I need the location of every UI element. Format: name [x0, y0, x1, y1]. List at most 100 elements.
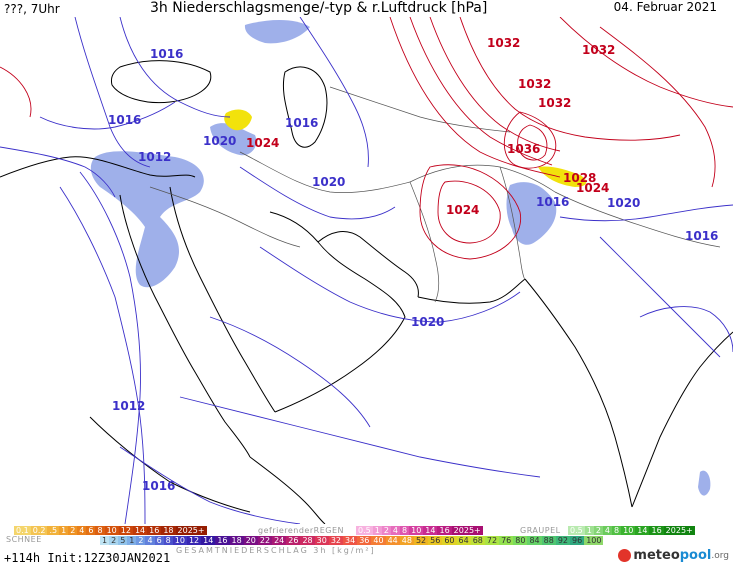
- isobar-label: 1016: [142, 479, 175, 493]
- scale-value: 4: [390, 526, 401, 535]
- rain-area-pakistan: [506, 182, 557, 245]
- scale-value: 80: [513, 536, 528, 545]
- scale-value: 14: [423, 526, 438, 535]
- scale-value: 30: [314, 536, 329, 545]
- isobars-low: [0, 17, 733, 524]
- snow-scale: 0.1 0.2 .5 1 2 4 6 8 10 12 14 16 18 2025…: [14, 526, 207, 535]
- isobar-label: 1016: [108, 113, 141, 127]
- caspian-sea: [282, 66, 328, 148]
- scale-value: .5: [47, 526, 60, 535]
- scale-value: 20: [243, 536, 258, 545]
- snow-area-caucasus: [224, 109, 252, 131]
- low-pressure-labels: 1016 1016 1016 1012 1020 1020 1016 1020 …: [108, 47, 718, 493]
- scale-value: 72: [484, 536, 500, 545]
- scale-value: 1: [100, 536, 110, 545]
- freezing-rain-label: gefrierenderREGEN: [258, 526, 344, 535]
- model-run: +114h Init:12Z30JAN2021: [4, 551, 171, 565]
- rain-area-caucasus: [244, 20, 310, 44]
- scale-value: 0.5: [568, 526, 585, 535]
- scale-value: 64: [456, 536, 471, 545]
- rain-areas: [90, 20, 711, 496]
- rain-area-levant: [90, 151, 204, 288]
- rain-area-india-south: [698, 470, 711, 496]
- iran-coast: [417, 278, 526, 304]
- isobar-label: 1032: [582, 43, 615, 57]
- scale-value: 6: [86, 526, 96, 535]
- isobar-label: 1024: [246, 136, 279, 150]
- india-east-coast: [631, 331, 733, 508]
- map-title: 3h Niederschlagsmenge/-typ & r.Luftdruck…: [150, 0, 488, 16]
- scale-value: 2: [109, 536, 119, 545]
- scale-value: 2: [136, 536, 146, 545]
- borders: [149, 86, 721, 303]
- scale-value: 4: [602, 526, 613, 535]
- arabian-peninsula: [269, 211, 406, 413]
- header: ???, 7Uhr 3h Niederschlagsmenge/-typ & r…: [0, 0, 733, 20]
- high-pressure-labels: 1032 1032 1032 1032 1036 1028 1024 1024 …: [246, 36, 615, 217]
- isobar-label: 1032: [518, 77, 551, 91]
- scale-value: 32: [328, 536, 343, 545]
- isobar-label: 1028: [563, 171, 596, 185]
- isobar-label: 1012: [138, 150, 171, 164]
- isobars-high: [0, 17, 733, 260]
- scale-value: 100: [584, 536, 604, 545]
- weekday-time: ???, 7Uhr: [4, 2, 60, 16]
- scale-value: 16: [649, 526, 664, 535]
- isobar-label: 1032: [487, 36, 520, 50]
- isobar-label: 1024: [446, 203, 479, 217]
- isobar-label: 1024: [576, 181, 609, 195]
- isobar-label: 1020: [607, 196, 640, 210]
- scale-value: 1: [372, 526, 382, 535]
- scale-value: 76: [499, 536, 514, 545]
- scale-value: 2025+: [175, 526, 207, 535]
- coastlines: [0, 60, 733, 524]
- scale-value: 2: [381, 526, 391, 535]
- scale-value: 36: [357, 536, 372, 545]
- scale-value: 8: [95, 526, 105, 535]
- scale-value: 28: [300, 536, 315, 545]
- isobar-label: 1016: [685, 229, 718, 243]
- persian-gulf: [317, 231, 419, 298]
- scale-value: 18: [229, 536, 244, 545]
- scale-value: 1: [584, 526, 594, 535]
- meteopool-logo[interactable]: meteo pool .org: [618, 548, 729, 563]
- scale-value: 92: [555, 536, 570, 545]
- scale-value: 10: [104, 526, 119, 535]
- scale-value: 1: [127, 536, 137, 545]
- scale-value: 2: [593, 526, 603, 535]
- scale-value: 4: [77, 526, 87, 535]
- scale-value: 4: [145, 536, 155, 545]
- scale-value: 2025+: [451, 526, 483, 535]
- scale-value: 10: [409, 526, 424, 535]
- africa-horn: [89, 416, 251, 513]
- isobar-label: 1020: [203, 134, 236, 148]
- snow-area-himalaya: [538, 166, 587, 187]
- scale-value: 56: [428, 536, 443, 545]
- scale-value: 84: [527, 536, 542, 545]
- snow-label: SCHNEE: [6, 535, 42, 544]
- scale-value: 68: [470, 536, 485, 545]
- graupel-label: GRAUPEL: [520, 526, 561, 535]
- scale-value: 96: [570, 536, 585, 545]
- scale-value: 60: [442, 536, 457, 545]
- scale-value: 34: [343, 536, 358, 545]
- scale-value: 16: [215, 536, 230, 545]
- scale-value: 18: [161, 526, 176, 535]
- scale-value: 16: [437, 526, 452, 535]
- scale-value: 0.1: [14, 526, 31, 535]
- logo-org: .org: [711, 550, 729, 561]
- scale-value: 26: [286, 536, 301, 545]
- graupel-scale: 0.5 1 2 4 8 10 14 16 2025+: [568, 526, 695, 535]
- scale-value: 0.2: [30, 526, 48, 535]
- total-precip-label: GESAMTNIEDERSCHLAG 3h [kg/m²]: [176, 546, 376, 555]
- scale-value: 24: [272, 536, 287, 545]
- india-west-coast: [524, 278, 633, 508]
- scale-value: 52: [413, 536, 429, 545]
- mediterranean-coast: [0, 156, 196, 178]
- isobar-label: 1016: [536, 195, 569, 209]
- scale-value: 8: [612, 526, 622, 535]
- scale-value: 6: [154, 536, 164, 545]
- scale-value: 16: [147, 526, 162, 535]
- scale-value: 14: [132, 526, 148, 535]
- scale-value: 5: [118, 536, 128, 545]
